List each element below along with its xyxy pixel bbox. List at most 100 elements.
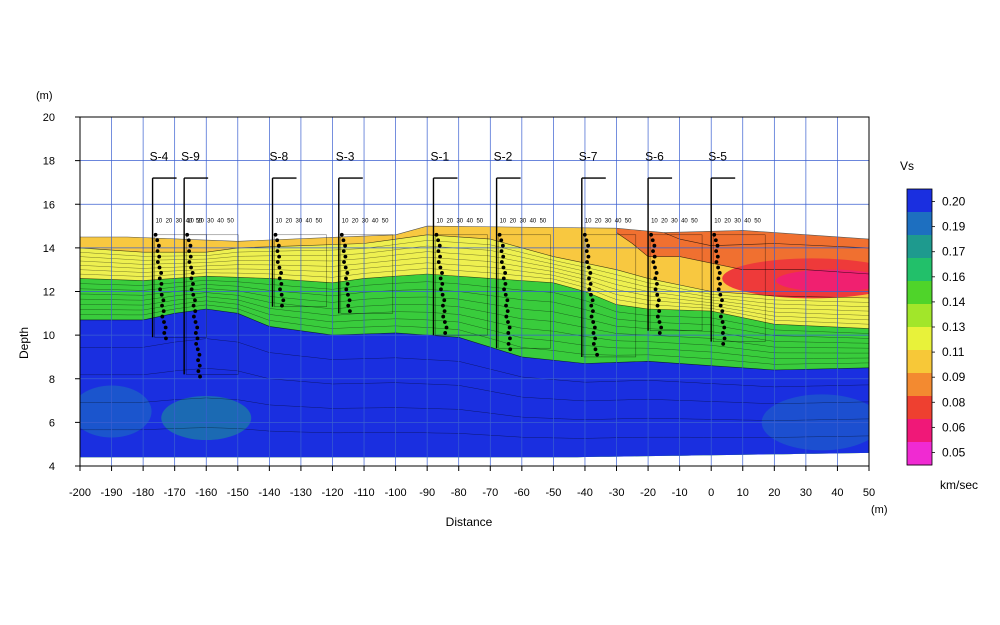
borehole-data-point bbox=[589, 292, 593, 297]
borehole-data-point bbox=[440, 281, 445, 286]
borehole-data-point bbox=[189, 276, 194, 281]
x-axis-ticks: -200 -190 -180 -170 -160 -150 -140 -130 -120 -110… bbox=[69, 466, 875, 499]
borehole-scale-number: 50 bbox=[691, 219, 698, 225]
borehole-data-point bbox=[275, 260, 280, 264]
borehole-scale-box bbox=[712, 234, 766, 342]
borehole-data-point bbox=[499, 238, 504, 243]
contour-line bbox=[80, 284, 869, 339]
borehole-scale-number: 10 bbox=[187, 219, 194, 225]
borehole-data-point bbox=[346, 303, 351, 308]
borehole-data-point bbox=[159, 292, 164, 297]
x-tick-label: -30 bbox=[609, 487, 625, 499]
borehole-data-point bbox=[715, 243, 720, 248]
borehole-data-point bbox=[714, 260, 719, 264]
borehole-data-point bbox=[593, 336, 598, 341]
borehole-data-point bbox=[444, 325, 449, 330]
borehole-data-point bbox=[443, 331, 448, 335]
borehole-s-5: S-5 10 20 30 40 50 bbox=[708, 150, 766, 346]
borehole-data-point bbox=[501, 254, 506, 259]
borehole-data-point bbox=[652, 243, 657, 248]
borehole-data-point bbox=[440, 271, 444, 275]
borehole-scale-number: 20 bbox=[446, 219, 453, 225]
colorbar-swatch bbox=[907, 442, 932, 466]
borehole-data-point bbox=[163, 325, 168, 330]
borehole-data-point bbox=[273, 232, 278, 237]
x-tick-label: -100 bbox=[385, 487, 407, 499]
x-tick-label: -200 bbox=[69, 487, 91, 499]
colorbar-tick-label: 0.05 bbox=[942, 445, 966, 459]
borehole-data-point bbox=[653, 265, 657, 270]
borehole-data-point bbox=[713, 238, 718, 243]
borehole-data-point bbox=[651, 260, 656, 264]
borehole-scale-number: 40 bbox=[615, 219, 622, 225]
borehole-data-point bbox=[582, 232, 587, 237]
borehole-data-point bbox=[584, 249, 589, 254]
borehole-data-point bbox=[506, 331, 511, 335]
borehole-data-point bbox=[341, 238, 346, 243]
borehole-data-point bbox=[499, 249, 504, 254]
borehole-data-point bbox=[193, 320, 198, 324]
x-tick-label: -130 bbox=[290, 487, 312, 499]
borehole-data-point bbox=[185, 232, 190, 237]
borehole-data-point bbox=[720, 298, 724, 303]
borehole-scale-number: 30 bbox=[176, 219, 183, 225]
contour-line bbox=[80, 397, 869, 421]
borehole-data-point bbox=[344, 287, 349, 292]
borehole-data-point bbox=[505, 309, 510, 314]
borehole-data-point bbox=[187, 260, 192, 264]
colorbar-swatch bbox=[907, 304, 932, 328]
contour-line bbox=[80, 288, 869, 344]
borehole-data-point bbox=[188, 243, 193, 248]
borehole-scale-number: 20 bbox=[510, 219, 517, 225]
borehole-data-point bbox=[654, 271, 659, 275]
borehole-data-point bbox=[592, 325, 597, 330]
borehole-data-point bbox=[502, 287, 506, 292]
borehole-data-point bbox=[442, 320, 447, 324]
borehole-data-point bbox=[278, 287, 282, 292]
x-tick-label: -110 bbox=[353, 487, 374, 499]
colorbar-tick-label: 0.16 bbox=[942, 270, 966, 284]
borehole-data-point bbox=[341, 249, 346, 254]
borehole-bracket bbox=[432, 177, 458, 336]
borehole-data-point bbox=[344, 276, 348, 281]
y-tick-label: 12 bbox=[43, 287, 55, 299]
borehole-data-point bbox=[506, 320, 510, 324]
y-tick-label: 20 bbox=[43, 112, 55, 124]
borehole-scale-number: 50 bbox=[476, 219, 483, 225]
x-tick-label: -10 bbox=[672, 487, 688, 499]
borehole-scale-number: 50 bbox=[227, 219, 234, 225]
borehole-scale-number: 20 bbox=[166, 219, 173, 225]
y-unit-label: (m) bbox=[36, 90, 53, 102]
borehole-scale-number: 30 bbox=[671, 219, 678, 225]
borehole-data-point bbox=[587, 276, 591, 281]
borehole-data-point bbox=[186, 238, 191, 243]
borehole-data-point bbox=[161, 309, 166, 314]
borehole-data-point bbox=[591, 309, 595, 314]
y-tick-label: 16 bbox=[43, 199, 55, 211]
borehole-scale-number: 50 bbox=[382, 219, 389, 225]
borehole-data-point bbox=[196, 358, 200, 363]
borehole-scale-number: 30 bbox=[520, 219, 527, 225]
colorbar-title: Vs bbox=[900, 159, 914, 173]
borehole-scale-number: 50 bbox=[196, 219, 203, 225]
borehole-data-point bbox=[438, 254, 442, 259]
borehole-data-point bbox=[586, 254, 591, 259]
borehole-data-point bbox=[195, 325, 200, 330]
borehole-data-point bbox=[656, 298, 661, 303]
borehole-data-point bbox=[588, 281, 593, 286]
borehole-scale-box bbox=[274, 234, 327, 308]
borehole-data-point bbox=[499, 260, 504, 264]
borehole-data-point bbox=[197, 363, 202, 368]
borehole-data-point bbox=[198, 374, 202, 379]
borehole-data-point bbox=[657, 309, 662, 314]
borehole-data-point bbox=[279, 271, 283, 275]
borehole-scale-number: 10 bbox=[276, 219, 283, 225]
contour-line bbox=[80, 296, 869, 354]
borehole-data-point bbox=[505, 298, 510, 303]
borehole-data-point bbox=[342, 260, 346, 264]
borehole-label: S-9 bbox=[181, 150, 200, 164]
borehole-scale-number: 30 bbox=[734, 219, 741, 225]
borehole-s-8: S-8 10 20 30 40 50 bbox=[270, 150, 327, 308]
colorbar-tick-label: 0.13 bbox=[942, 320, 966, 334]
velocity-fill-layers bbox=[80, 226, 869, 458]
